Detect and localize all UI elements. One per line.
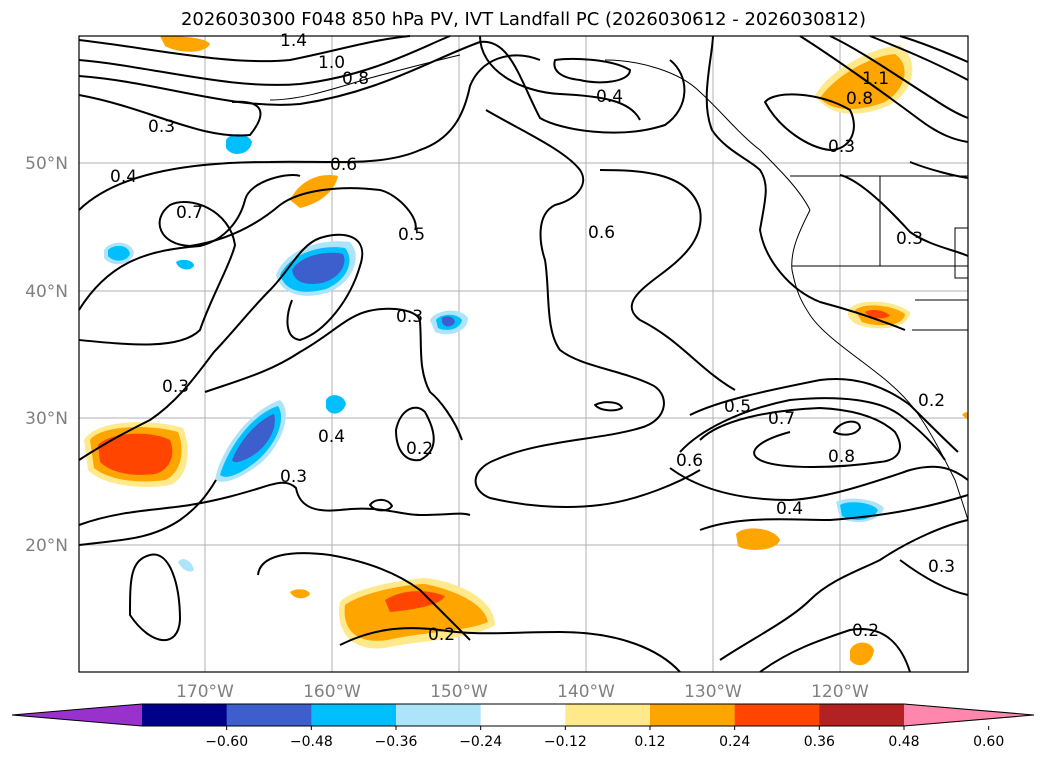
colorbar-tick-label: 0.12 [634, 734, 665, 750]
contour-label: 0.4 [318, 427, 345, 447]
map-frame [78, 35, 969, 673]
colorbar-tick-label: 0.60 [973, 734, 1004, 750]
contour-label: 1.4 [280, 31, 307, 51]
colorbar: −0.60 −0.48 −0.36 −0.24 −0.12 0.12 0.24 0.36 0.4… [11, 703, 1035, 750]
colorbar-tick-label: −0.36 [375, 734, 418, 750]
lat-label: 40°N [25, 282, 68, 302]
lon-label: 160°W [303, 682, 361, 702]
pv-contours [78, 35, 969, 673]
contour-label: 0.7 [176, 203, 203, 223]
contour-label: 0.2 [428, 625, 455, 645]
colorbar-segment [396, 704, 482, 726]
lon-label: 140°W [557, 682, 615, 702]
contour-label: 0.5 [724, 397, 751, 417]
colorbar-segment [311, 704, 397, 726]
lon-label: 170°W [176, 682, 234, 702]
longitude-labels: 170°W 160°W 150°W 140°W 130°W 120°W [176, 682, 869, 702]
contour-label: 0.3 [280, 467, 307, 487]
colorbar-segment [734, 704, 820, 726]
contour-label: 1.0 [318, 53, 345, 73]
contour-labels: 1.4 1.0 0.8 0.3 0.4 0.7 0.6 0.5 0.6 0.4 … [110, 31, 955, 645]
colorbar-tick-label: −0.48 [290, 734, 333, 750]
contour-label: 0.4 [776, 499, 803, 519]
lon-label: 130°W [684, 682, 742, 702]
colorbar-tick-label: −0.60 [205, 734, 248, 750]
contour-label: 0.8 [846, 89, 873, 109]
contour-label: 0.3 [928, 557, 955, 577]
contour-label: 0.6 [676, 451, 703, 471]
contour-label: 0.2 [918, 391, 945, 411]
colorbar-tick-label: 0.48 [888, 734, 919, 750]
contour-label: 0.3 [148, 117, 175, 137]
lat-label: 50°N [25, 154, 68, 174]
contour-label: 0.2 [406, 439, 433, 459]
colorbar-tick-label: −0.12 [544, 734, 587, 750]
contour-label: 0.8 [342, 69, 369, 89]
contour-label: 0.4 [110, 167, 137, 187]
contour-label: 0.2 [852, 621, 879, 641]
contour-label: 0.7 [768, 409, 795, 429]
latitude-labels: 50°N 40°N 30°N 20°N [25, 154, 68, 556]
colorbar-extend-low [12, 704, 142, 726]
coastlines [269, 54, 969, 521]
colorbar-tick-label: 0.36 [804, 734, 835, 750]
colorbar-segment [819, 704, 905, 726]
gridlines [79, 36, 968, 672]
contour-label: 0.4 [596, 87, 623, 107]
colorbar-extend-high [904, 704, 1034, 726]
contour-label: 0.3 [396, 307, 423, 327]
contour-label: 0.5 [398, 225, 425, 245]
lon-label: 150°W [430, 682, 488, 702]
colorbar-segment [565, 704, 651, 726]
colorbar-segment [650, 704, 736, 726]
lat-label: 20°N [25, 536, 68, 556]
contour-label: 0.6 [588, 223, 615, 243]
contour-label: 0.3 [896, 229, 923, 249]
colorbar-segment [480, 704, 566, 726]
contour-label: 0.3 [828, 137, 855, 157]
colorbar-outline [11, 703, 1035, 727]
colorbar-tick-label: −0.24 [459, 734, 502, 750]
lat-label: 30°N [25, 409, 68, 429]
colorbar-segment [142, 704, 228, 726]
contour-label: 1.1 [862, 69, 889, 89]
map-title: 2026030300 F048 850 hPa PV, IVT Landfall… [180, 9, 867, 30]
contour-label: 0.8 [828, 447, 855, 467]
colorbar-tick-label: 0.24 [719, 734, 750, 750]
map-panel: 1.4 1.0 0.8 0.3 0.4 0.7 0.6 0.5 0.6 0.4 … [78, 31, 969, 673]
contour-label: 0.3 [162, 377, 189, 397]
contour-label: 0.6 [330, 155, 357, 175]
colorbar-segment [226, 704, 312, 726]
lon-label: 120°W [811, 682, 869, 702]
